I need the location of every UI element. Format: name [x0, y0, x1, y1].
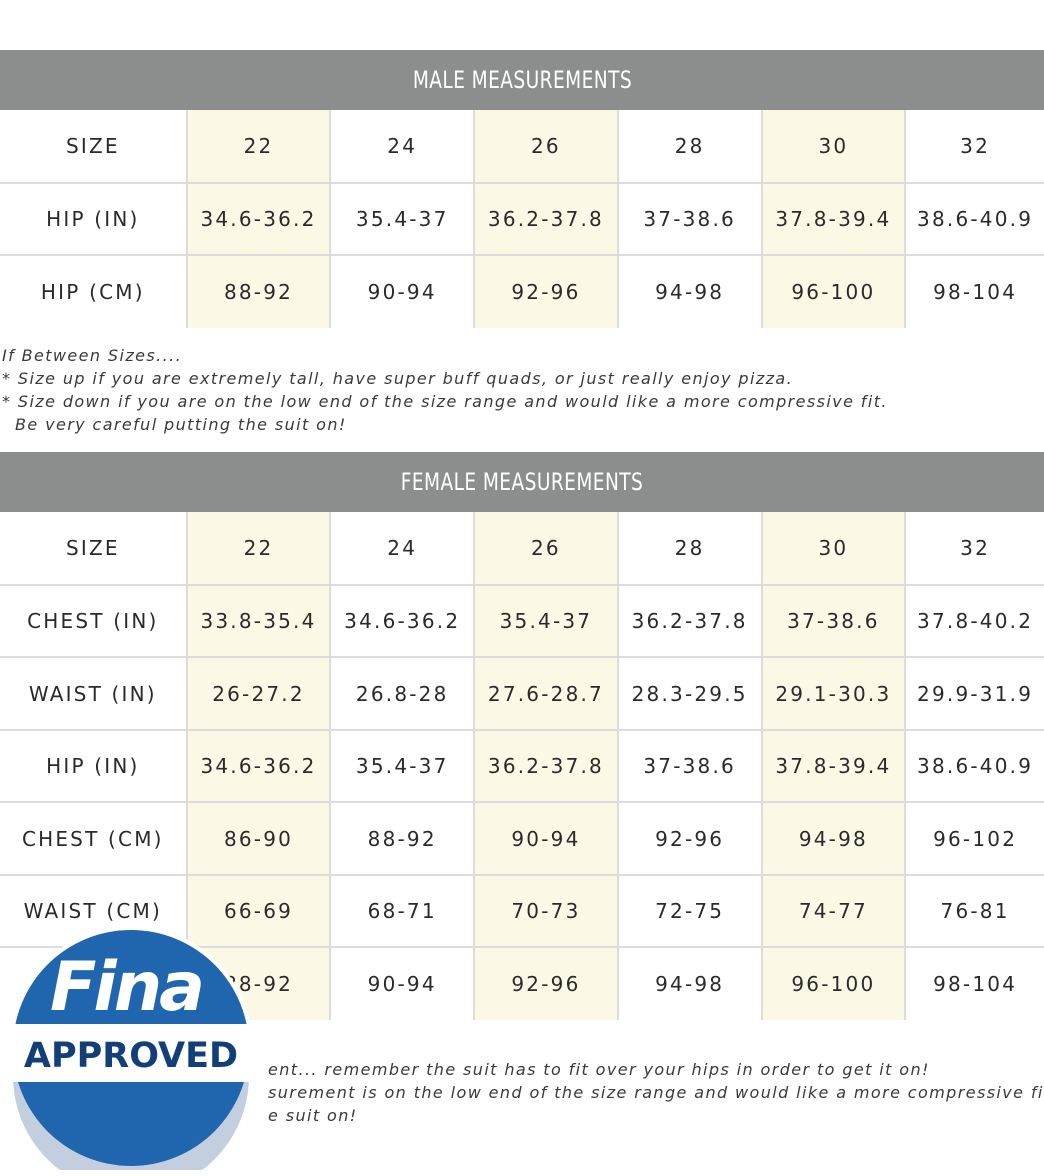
table-cell: 37.8-39.4 [760, 731, 905, 801]
table-cell: 29.9-31.9 [904, 658, 1044, 729]
table-row: CHEST (CM) 86-90 88-92 90-94 92-96 94-98 96-10… [0, 803, 1044, 876]
table-cell: 33.8-35.4 [185, 586, 330, 656]
table-cell: 34.6-36.2 [185, 731, 330, 801]
table-cell: 32 [904, 110, 1044, 182]
badge-brand-text: Fina [50, 948, 202, 1027]
male-measurements-title: MALE MEASUREMENTS [412, 66, 632, 94]
table-cell: 70-73 [473, 876, 617, 946]
table-cell: 94-98 [616, 256, 761, 328]
row-label: SIZE [65, 536, 120, 560]
note-line: If Between Sizes.... [2, 346, 183, 365]
note-line: * Size up if you are extremely tall, hav… [2, 369, 794, 388]
table-cell: 90-94 [473, 803, 617, 874]
female-measurements-title: FEMALE MEASUREMENTS [400, 468, 644, 496]
table-cell: 37-38.6 [616, 731, 761, 801]
badge-approved-text: APPROVED [24, 1036, 238, 1076]
note-line: Be very careful putting the suit on! [2, 415, 347, 434]
table-row: WAIST (IN) 26-27.2 26.8-28 27.6-28.7 28.3-29… [0, 658, 1044, 731]
table-cell: 66-69 [185, 876, 330, 946]
table-cell: 28 [616, 110, 761, 182]
table-cell: 76-81 [904, 876, 1044, 946]
table-cell: 35.4-37 [329, 731, 473, 801]
badge-white-band [12, 1024, 252, 1082]
table-cell: 26 [473, 512, 617, 584]
table-cell: 28 [616, 512, 761, 584]
table-cell: 29.1-30.3 [760, 658, 905, 729]
table-cell: 24 [329, 512, 473, 584]
table-row: CHEST (IN) 33.8-35.4 34.6-36.2 35.4-37 36.2-… [0, 586, 1044, 658]
table-cell: 22 [185, 110, 330, 182]
table-cell: 96-100 [760, 948, 905, 1020]
table-cell: 34.6-36.2 [329, 586, 473, 656]
row-label: CHEST (CM) [21, 826, 164, 851]
male-fit-notes: If Between Sizes.... * Size up if you are… [2, 344, 888, 436]
table-cell: 36.2-37.8 [473, 184, 617, 254]
table-cell: 96-100 [760, 256, 905, 328]
table-row: HIP (IN) 34.6-36.2 35.4-37 36.2-37.8 37-38.6… [0, 731, 1044, 803]
female-size-table: SIZE 22 24 26 28 30 32 CHEST (IN) 33.8-35.4 34.6-… [0, 512, 1044, 1020]
table-cell: 98-104 [904, 256, 1044, 328]
row-label: SIZE [65, 134, 120, 158]
table-cell: 36.2-37.8 [616, 586, 761, 656]
male-size-table: SIZE 22 24 26 28 30 32 HIP (IN) 34.6-36.2 35.4-37… [0, 110, 1044, 328]
table-cell: 37.8-40.2 [904, 586, 1044, 656]
table-cell: 96-102 [904, 803, 1044, 874]
table-cell: 34.6-36.2 [185, 184, 330, 254]
table-cell: 30 [760, 110, 905, 182]
table-cell: 68-71 [329, 876, 473, 946]
table-cell: 26.8-28 [329, 658, 473, 729]
fina-approved-badge: Fina APPROVED [9, 926, 253, 1170]
table-cell: 72-75 [616, 876, 761, 946]
table-cell: 36.2-37.8 [473, 731, 617, 801]
table-cell: 90-94 [329, 256, 473, 328]
table-row: HIP (CM) 88-92 90-94 92-96 94-98 96-100 98-104 [0, 256, 1044, 328]
table-cell: 22 [185, 512, 330, 584]
table-cell: 74-77 [760, 876, 905, 946]
row-label: WAIST (CM) [23, 899, 162, 923]
table-cell: 32 [904, 512, 1044, 584]
note-line: surement is on the low end of the size r… [268, 1083, 1044, 1102]
table-cell: 94-98 [760, 803, 905, 874]
table-row: HIP (IN) 34.6-36.2 35.4-37 36.2-37.8 37-38.6… [0, 184, 1044, 256]
table-cell: 37-38.6 [760, 586, 905, 656]
table-cell: 27.6-28.7 [473, 658, 617, 729]
table-cell: 92-96 [473, 256, 617, 328]
row-label: WAIST (IN) [28, 681, 157, 706]
row-label: HIP (IN) [46, 754, 140, 778]
table-cell: 38.6-40.9 [904, 184, 1044, 254]
note-line: e suit on! [268, 1106, 358, 1125]
table-row: SIZE 22 24 26 28 30 32 [0, 110, 1044, 184]
table-cell: 86-90 [185, 803, 330, 874]
row-label: HIP (CM) [40, 280, 145, 304]
table-cell: 92-96 [616, 803, 761, 874]
table-cell: 90-94 [329, 948, 473, 1020]
note-line: ent... remember the suit has to fit over… [268, 1060, 930, 1079]
table-cell: 88-92 [329, 803, 473, 874]
male-measurements-header: MALE MEASUREMENTS [0, 50, 1044, 110]
table-cell: 37-38.6 [616, 184, 761, 254]
table-cell: 28.3-29.5 [616, 658, 761, 729]
table-cell: 35.4-37 [473, 586, 617, 656]
row-label: HIP (IN) [46, 207, 140, 231]
table-cell: 92-96 [473, 948, 617, 1020]
table-cell: 35.4-37 [329, 184, 473, 254]
table-cell: 88-92 [185, 256, 330, 328]
table-cell: 30 [760, 512, 905, 584]
female-measurements-header: FEMALE MEASUREMENTS [0, 452, 1044, 512]
table-row: SIZE 22 24 26 28 30 32 [0, 512, 1044, 586]
table-cell: 37.8-39.4 [760, 184, 905, 254]
note-line: * Size down if you are on the low end of… [2, 392, 888, 411]
table-cell: 94-98 [616, 948, 761, 1020]
table-row: 88-92 90-94 92-96 94-98 96-100 98-104 [0, 948, 1044, 1020]
table-cell: 38.6-40.9 [904, 731, 1044, 801]
table-cell: 24 [329, 110, 473, 182]
table-row: WAIST (CM) 66-69 68-71 70-73 72-75 74-77 76-81 [0, 876, 1044, 948]
table-cell: 26 [473, 110, 617, 182]
row-label: CHEST (IN) [27, 609, 159, 633]
table-cell: 26-27.2 [185, 658, 330, 729]
female-fit-notes: ent... remember the suit has to fit over… [268, 1058, 1044, 1127]
table-cell: 98-104 [904, 948, 1044, 1020]
